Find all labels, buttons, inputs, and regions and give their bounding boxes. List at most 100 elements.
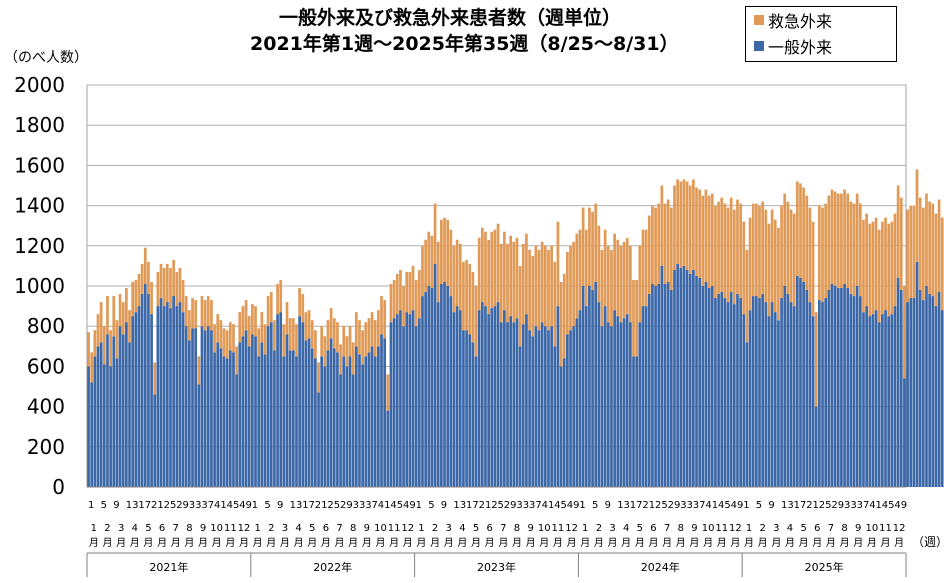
- bar-emergency: [162, 267, 166, 307]
- bar-emergency: [600, 249, 604, 327]
- bar-general: [509, 316, 513, 487]
- bar-emergency: [373, 320, 377, 357]
- bar-emergency: [792, 213, 796, 307]
- bar-general: [881, 314, 884, 487]
- bar-general: [814, 406, 818, 487]
- bar-emergency: [818, 205, 821, 301]
- bar-general: [739, 298, 742, 487]
- bar-general: [99, 342, 103, 487]
- bar-emergency: [748, 217, 752, 311]
- bar-general: [213, 352, 216, 487]
- bar-emergency: [723, 203, 727, 299]
- bar-general: [903, 378, 906, 487]
- x-week-label: 41: [705, 500, 718, 511]
- bar-emergency: [692, 179, 695, 270]
- x-month-label: 10 月: [702, 523, 715, 549]
- bar-general: [241, 336, 245, 487]
- bar-general: [751, 296, 755, 487]
- bar-general: [440, 283, 443, 487]
- bar-general: [651, 283, 654, 487]
- bar-emergency: [896, 185, 900, 278]
- bar-emergency: [606, 245, 610, 323]
- bar-general: [707, 288, 711, 487]
- bar-emergency: [849, 201, 853, 295]
- bar-emergency: [269, 292, 273, 323]
- bar-emergency: [780, 205, 783, 299]
- bar-emergency: [613, 233, 616, 311]
- bar-emergency: [147, 261, 150, 295]
- bar-emergency: [531, 255, 535, 337]
- bar-emergency: [550, 245, 553, 327]
- bar-emergency: [591, 211, 594, 291]
- bar-emergency: [518, 265, 522, 347]
- x-week-label: 45: [390, 500, 403, 511]
- bar-general: [858, 296, 862, 487]
- bar-general: [314, 358, 317, 487]
- bar-emergency: [455, 239, 459, 307]
- bar-general: [682, 265, 686, 487]
- bar-general: [629, 322, 632, 487]
- bar-emergency: [528, 249, 531, 331]
- bar-general: [143, 283, 147, 487]
- bar-emergency: [556, 221, 560, 307]
- x-month-label: 11 月: [879, 523, 892, 549]
- bar-general: [755, 296, 758, 487]
- bar-emergency: [641, 229, 645, 307]
- bar-emergency: [906, 209, 909, 303]
- legend-item-general: 一般外来: [754, 35, 832, 57]
- bar-emergency: [569, 245, 572, 331]
- bar-general: [802, 281, 805, 487]
- bar-emergency: [685, 181, 689, 270]
- x-week-label: 13: [781, 500, 794, 511]
- bar-general: [818, 300, 821, 487]
- bar-emergency: [295, 324, 298, 357]
- bar-emergency: [877, 229, 881, 323]
- x-week-label: 25: [655, 500, 668, 511]
- bar-emergency: [638, 245, 642, 323]
- bar-general: [619, 322, 623, 487]
- bar-emergency: [578, 229, 582, 311]
- bar-general: [597, 302, 601, 487]
- x-week-label: 5: [756, 500, 762, 511]
- bar-emergency: [471, 271, 475, 343]
- bar-emergency: [795, 181, 799, 276]
- bar-general: [128, 342, 131, 487]
- bar-general: [795, 275, 799, 487]
- bar-general: [843, 283, 846, 487]
- x-year-label: 2025年: [805, 560, 844, 574]
- bar-emergency: [833, 191, 837, 286]
- bar-emergency: [134, 279, 138, 313]
- bar-general: [849, 294, 853, 487]
- bar-emergency: [654, 207, 657, 286]
- bar-general: [868, 316, 872, 487]
- bar-emergency: [307, 310, 311, 339]
- bar-emergency: [310, 320, 314, 349]
- bar-general: [912, 298, 916, 487]
- x-month-label: 12 月: [401, 523, 414, 549]
- bar-general: [566, 334, 569, 487]
- bar-general: [317, 392, 320, 487]
- bar-emergency: [449, 229, 453, 297]
- bar-emergency: [377, 310, 380, 347]
- bar-emergency: [370, 312, 374, 347]
- bar-general: [742, 314, 746, 487]
- bar-general: [761, 294, 765, 487]
- bar-emergency: [389, 283, 393, 323]
- x-week-label: 49: [239, 500, 252, 511]
- bar-general: [282, 356, 286, 487]
- bar-emergency: [840, 193, 843, 289]
- bar-emergency: [99, 302, 103, 343]
- bar-emergency: [729, 197, 733, 293]
- bar-general: [852, 296, 856, 487]
- x-week-label: 29: [504, 500, 517, 511]
